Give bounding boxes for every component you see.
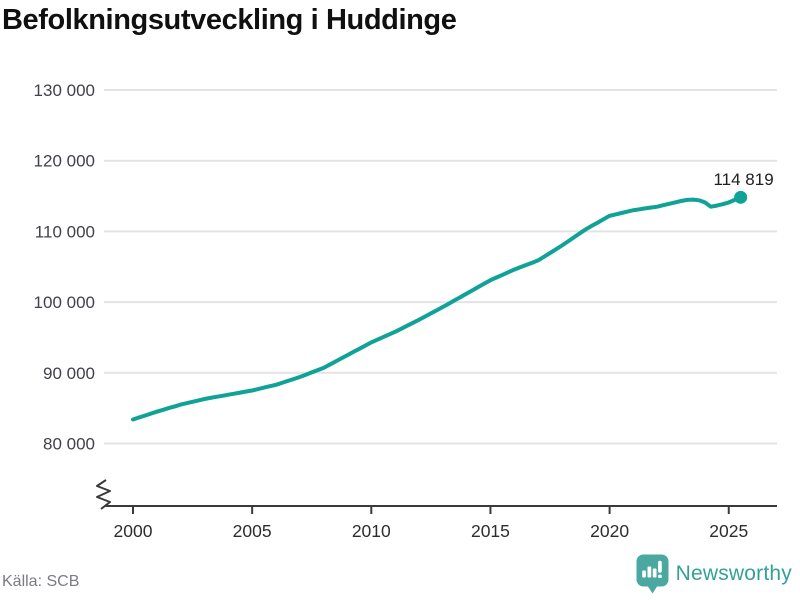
latest-value-label: 114 819 — [713, 170, 773, 189]
gridlines: 80 000 90 000 100 000 110 000 120 000 130 000 — [34, 81, 777, 454]
x-tick-label: 2025 — [709, 521, 748, 541]
x-tick-label: 2020 — [590, 521, 629, 541]
y-tick-label: 80 000 — [43, 435, 95, 454]
y-tick-label: 100 000 — [34, 293, 95, 312]
x-tick-label: 2005 — [233, 521, 272, 541]
newsworthy-bar-chart-pin-icon — [636, 554, 669, 594]
x-axis: 2000 2005 2010 2015 2020 2025 — [96, 479, 777, 541]
newsworthy-logo: Newsworthy — [636, 554, 792, 594]
y-tick-label: 90 000 — [43, 364, 95, 383]
x-tick-label: 2010 — [352, 521, 391, 541]
y-tick-label: 110 000 — [35, 222, 95, 241]
x-tick-label: 2000 — [114, 521, 153, 541]
data-series: 114 819 — [131, 170, 774, 422]
y-tick-label: 130 000 — [34, 81, 95, 100]
axis-break-icon — [96, 479, 111, 510]
latest-point-marker — [734, 190, 748, 204]
population-line — [131, 195, 743, 422]
newsworthy-wordmark: Newsworthy — [675, 562, 792, 585]
source-note: Källa: SCB — [2, 573, 80, 590]
y-tick-label: 120 000 — [34, 152, 95, 171]
x-tick-label: 2015 — [471, 521, 510, 541]
chart-title: Befolkningsutveckling i Huddinge — [2, 4, 457, 36]
